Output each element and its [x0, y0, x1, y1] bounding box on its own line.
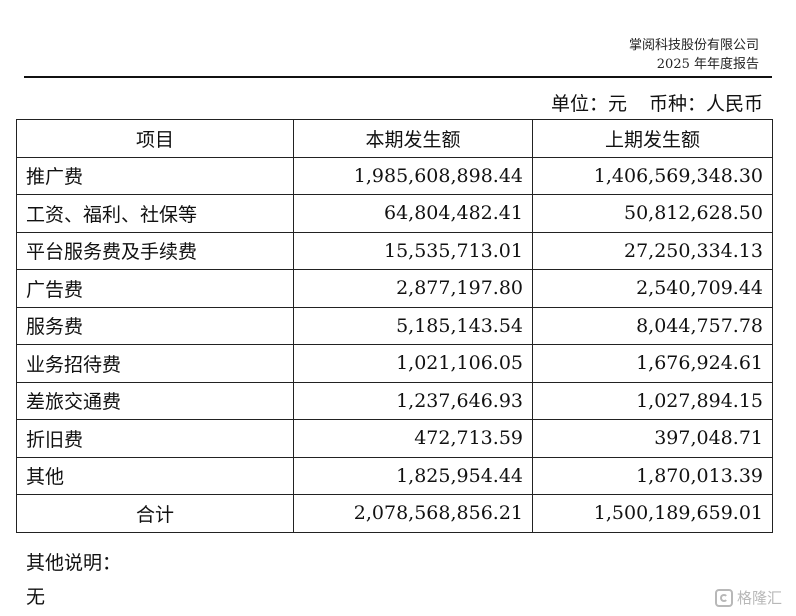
item-name-cell: 工资、福利、社保等 — [16, 194, 294, 233]
unit-line: 单位：元 币种：人民币 — [551, 92, 763, 116]
header-divider — [24, 76, 772, 78]
watermark-text: 格隆汇 — [736, 589, 782, 607]
column-header-previous: 上期发生额 — [532, 119, 773, 158]
current-amount-cell: 472,713.59 — [293, 419, 533, 458]
unit-label: 单位：元 — [550, 93, 627, 115]
current-amount-cell: 2,877,197.80 — [293, 269, 533, 308]
table-row: 工资、福利、社保等 64,804,482.41 50,812,628.50 — [16, 194, 773, 233]
report-title: 2025 年年度报告 — [656, 57, 759, 72]
current-amount-cell: 1,021,106.05 — [293, 344, 533, 383]
total-current-cell: 2,078,568,856.21 — [293, 494, 533, 533]
previous-amount-cell: 1,027,894.15 — [532, 381, 773, 420]
notes-text: 无 — [26, 586, 46, 608]
item-name-cell: 业务招待费 — [16, 344, 294, 383]
current-amount-cell: 1,237,646.93 — [293, 381, 533, 420]
table-row: 服务费 5,185,143.54 8,044,757.78 — [16, 306, 773, 345]
previous-amount-cell: 397,048.71 — [532, 419, 773, 458]
item-name-cell: 平台服务费及手续费 — [16, 231, 294, 270]
previous-amount-cell: 50,812,628.50 — [532, 194, 773, 233]
brand-logo-icon — [714, 588, 733, 607]
table-body: 推广费 1,985,608,898.44 1,406,569,348.30 工资、福利… — [16, 156, 773, 533]
previous-amount-cell: 2,540,709.44 — [532, 269, 773, 308]
table-row: 其他 1,825,954.44 1,870,013.39 — [16, 456, 773, 495]
company-name: 掌阅科技股份有限公司 — [628, 38, 759, 53]
current-amount-cell: 1,985,608,898.44 — [293, 156, 533, 195]
current-amount-cell: 5,185,143.54 — [293, 306, 533, 345]
total-previous-cell: 1,500,189,659.01 — [532, 494, 773, 533]
total-label-cell: 合计 — [16, 494, 294, 533]
table-row: 业务招待费 1,021,106.05 1,676,924.61 — [16, 344, 773, 383]
table-row: 推广费 1,985,608,898.44 1,406,569,348.30 — [16, 156, 773, 195]
table-row: 广告费 2,877,197.80 2,540,709.44 — [16, 269, 773, 308]
current-amount-cell: 15,535,713.01 — [293, 231, 533, 270]
table-row: 差旅交通费 1,237,646.93 1,027,894.15 — [16, 381, 773, 420]
item-name-cell: 推广费 — [16, 156, 294, 195]
notes-label: 其他说明： — [26, 552, 122, 574]
previous-amount-cell: 27,250,334.13 — [532, 231, 773, 270]
current-amount-cell: 1,825,954.44 — [293, 456, 533, 495]
item-name-cell: 服务费 — [16, 306, 294, 345]
currency-label: 币种：人民币 — [648, 93, 763, 115]
previous-amount-cell: 8,044,757.78 — [532, 306, 773, 345]
table-total-row: 合计 2,078,568,856.21 1,500,189,659.01 — [16, 494, 773, 533]
column-header-item: 项目 — [16, 119, 294, 158]
current-amount-cell: 64,804,482.41 — [293, 194, 533, 233]
previous-amount-cell: 1,406,569,348.30 — [532, 156, 773, 195]
document-header: 掌阅科技股份有限公司 2025 年年度报告 — [629, 36, 759, 74]
table-row: 平台服务费及手续费 15,535,713.01 27,250,334.13 — [16, 231, 773, 270]
item-name-cell: 折旧费 — [16, 419, 294, 458]
item-name-cell: 差旅交通费 — [16, 381, 294, 420]
previous-amount-cell: 1,870,013.39 — [532, 456, 773, 495]
item-name-cell: 其他 — [16, 456, 294, 495]
expense-table: 项目 本期发生额 上期发生额 推广费 1,985,608,898.44 1,406,… — [16, 119, 773, 533]
column-header-current: 本期发生额 — [293, 119, 533, 158]
item-name-cell: 广告费 — [16, 269, 294, 308]
watermark: 格隆汇 — [714, 587, 782, 608]
table-header-row: 项目 本期发生额 上期发生额 — [16, 119, 773, 158]
table-row: 折旧费 472,713.59 397,048.71 — [16, 419, 773, 458]
previous-amount-cell: 1,676,924.61 — [532, 344, 773, 383]
